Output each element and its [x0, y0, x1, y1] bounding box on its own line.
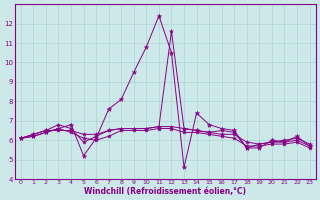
X-axis label: Windchill (Refroidissement éolien,°C): Windchill (Refroidissement éolien,°C) [84, 187, 246, 196]
